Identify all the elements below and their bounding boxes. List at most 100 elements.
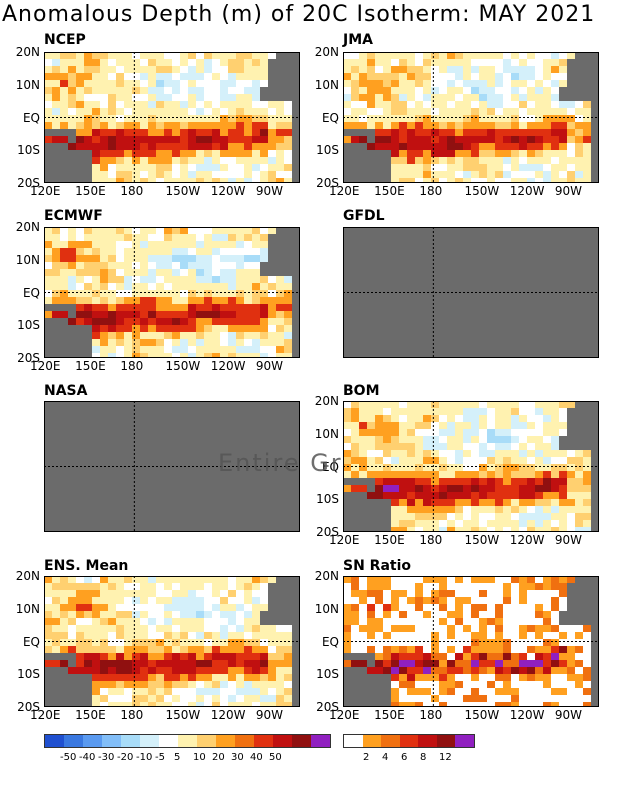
colorbar-swatch [159,735,178,747]
panel-label-jma: JMA [343,32,373,48]
lon-label: 120E [329,533,360,547]
map-nasa [44,401,300,532]
colorbar-tick-label: 6 [401,752,408,763]
lat-label: 20N [15,220,40,234]
colorbar-swatch [344,735,363,747]
colorbar-tick-label: -10 [136,752,153,763]
colorbar-swatch [455,735,475,747]
colorbar-swatch [197,735,216,747]
colorbar-swatch [399,735,419,747]
map-ecmwf [44,227,300,358]
watermark-text: Entire Gr [218,449,343,477]
lon-label: 90W [554,184,583,198]
colorbar-swatch [83,735,102,747]
colorbar-tick-label: -40 [79,752,96,763]
lat-label: 20S [316,700,339,714]
lon-label: 180 [120,359,144,373]
lon-label: 90W [255,359,284,373]
map-sn [343,576,599,707]
colorbar-swatch [311,735,330,747]
lon-label: 180 [120,184,144,198]
colorbar-swatch [140,735,159,747]
lon-label: 120W [210,708,246,722]
colorbar-tick-label: 5 [174,752,181,763]
lon-label: 90W [255,184,284,198]
lat-label: 20S [17,176,40,190]
lon-label: 150W [464,184,500,198]
lat-label: 10S [17,318,40,333]
anomaly-colorbar [44,734,331,748]
lon-label: 120W [210,359,246,373]
lon-label: 120W [509,708,545,722]
panel-label-ecmwf: ECMWF [44,208,103,224]
lon-label: 180 [419,533,443,547]
lon-label: 120E [329,708,360,722]
panel-label-ncep: NCEP [44,32,86,48]
lon-label: 150E [374,533,405,547]
lat-label: 20S [316,525,339,539]
lon-label: 150E [75,708,106,722]
panel-label-nasa: NASA [44,383,88,399]
lat-label: 10S [17,143,40,158]
colorbar-swatch [216,735,235,747]
panel-label-sn-ratio: SN Ratio [343,558,412,574]
colorbar-swatch [178,735,197,747]
colorbar-swatch [102,735,121,747]
lat-label: 10S [316,492,339,507]
lat-label: 20S [17,351,40,365]
lon-label: 150W [165,184,201,198]
lat-label: 20S [316,176,339,190]
lon-label: 180 [120,708,144,722]
lon-label: 180 [419,184,443,198]
colorbar-tick-label: -30 [98,752,115,763]
lon-label: 150E [374,184,405,198]
map-bom [343,401,599,532]
colorbar-swatch [381,735,400,747]
colorbar-tick-label: -20 [117,752,134,763]
lat-label: EQ [22,285,40,300]
lon-label: 90W [255,708,284,722]
lat-label: 10N [314,77,339,92]
colorbar-tick-label: 8 [420,752,427,763]
lat-label: EQ [22,110,40,125]
map-gfdl [343,227,599,358]
lat-label: 20N [314,45,339,59]
lon-label: 180 [419,708,443,722]
sn-ratio-colorbar [343,734,475,748]
colorbar-swatch [64,735,83,747]
lon-label: 90W [554,533,583,547]
colorbar-tick-label: -50 [60,752,77,763]
colorbar-tick-label: 40 [250,752,263,763]
lon-label: 150W [464,708,500,722]
colorbar-swatch [292,735,311,747]
lon-label: 120W [509,184,545,198]
lat-label: 20N [314,394,339,408]
colorbar-swatch [418,735,437,747]
lat-label: 20N [15,45,40,59]
colorbar-tick-label: -5 [155,752,165,763]
lon-label: 150E [75,359,106,373]
lat-label: 10S [17,667,40,682]
lat-label: EQ [22,634,40,649]
lat-label: 10S [316,143,339,158]
lon-label: 120E [30,359,61,373]
lon-label: 120E [329,184,360,198]
colorbar-tick-label: 2 [363,752,370,763]
lon-label: 120W [210,184,246,198]
colorbar-swatch [45,735,64,747]
lon-label: 150W [165,708,201,722]
figure-title: Anomalous Depth (m) of 20C Isotherm: MAY… [2,2,596,27]
colorbar-swatch [273,735,292,747]
lat-label: 10N [314,601,339,616]
lat-label: EQ [321,110,339,125]
lon-label: 150W [165,359,201,373]
lat-label: 10S [316,667,339,682]
colorbar-swatch [235,735,254,747]
lat-label: 20S [17,700,40,714]
lat-label: 10N [15,77,40,92]
panel-label-ens-mean: ENS. Mean [44,558,129,574]
lon-label: 120E [30,184,61,198]
lat-label: 20N [314,569,339,583]
lat-label: 10N [15,601,40,616]
colorbar-tick-label: 20 [212,752,225,763]
